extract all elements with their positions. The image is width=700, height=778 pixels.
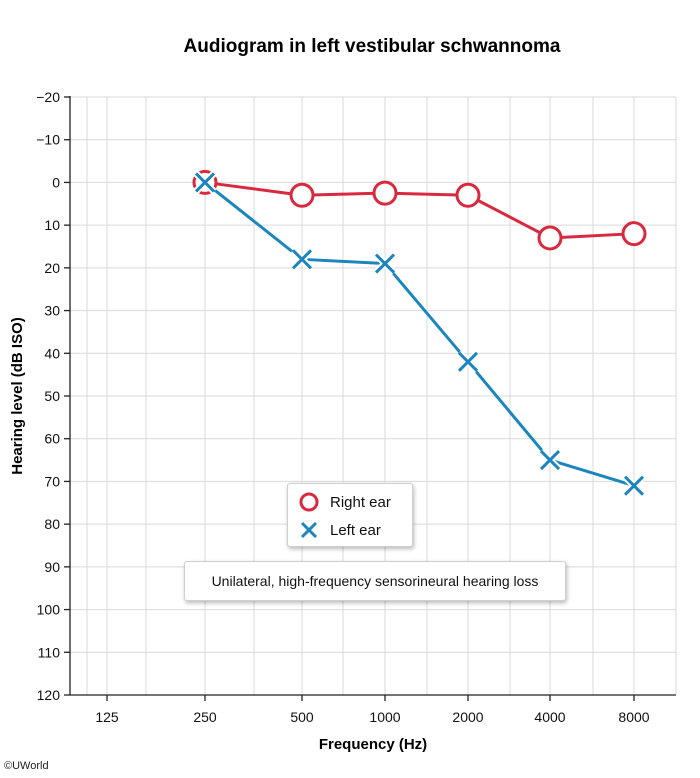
- x-tick-label: 500: [290, 709, 314, 725]
- data-point-right-ear: [372, 180, 398, 206]
- copyright-text: ©UWorld: [4, 760, 49, 772]
- legend: Right ear Left ear: [287, 483, 413, 547]
- y-tick-label: 10: [44, 217, 60, 233]
- y-tick-label: 80: [44, 516, 60, 532]
- grid: [69, 96, 677, 696]
- data-point-left-ear: [193, 170, 217, 194]
- data-point-left-ear: [456, 350, 480, 374]
- y-tick-label: 20: [44, 260, 60, 276]
- circle-marker-icon: [299, 492, 319, 512]
- series-line-left-ear: [204, 181, 635, 488]
- y-tick-labels: −20 −10 0 10 20 30 40 50 60 70 80 90 100 110 120: [36, 89, 60, 703]
- y-tick-label: 40: [44, 345, 60, 361]
- y-tick-label: 70: [44, 473, 60, 489]
- data-point-left-ear: [373, 252, 397, 276]
- y-axis-title: Hearing level (dB ISO): [9, 317, 26, 475]
- axes: [64, 96, 676, 701]
- data-point-right-ear: [289, 182, 315, 208]
- y-tick-label: 110: [38, 644, 61, 660]
- legend-label-left-ear: Left ear: [330, 521, 381, 539]
- y-tick-label: 120: [37, 687, 61, 703]
- data-point-left-ear: [290, 247, 314, 271]
- data-point-right-ear: [455, 182, 481, 208]
- y-tick-label: 0: [52, 174, 60, 190]
- x-tick-label: 2000: [452, 709, 483, 725]
- y-tick-label: 30: [44, 303, 60, 319]
- chart-title: Audiogram in left vestibular schwannoma: [183, 36, 561, 57]
- x-marker-icon: [300, 521, 318, 539]
- x-axis-title: Frequency (Hz): [319, 736, 427, 753]
- x-tick-label: 8000: [618, 709, 649, 725]
- legend-item-left-ear: Left ear: [298, 518, 381, 542]
- data-point-right-ear: [621, 221, 647, 247]
- series-layer: [192, 169, 647, 498]
- y-tick-label: −20: [36, 89, 60, 105]
- data-point-left-ear: [622, 474, 646, 498]
- y-tick-label: 50: [44, 388, 60, 404]
- x-tick-label: 4000: [534, 709, 565, 725]
- data-point-left-ear: [538, 448, 562, 472]
- y-tick-label: 60: [44, 431, 60, 447]
- data-point-right-ear: [537, 225, 563, 251]
- x-tick-label: 125: [95, 709, 119, 725]
- x-tick-label: 1000: [369, 709, 400, 725]
- series-line-right-ear: [204, 180, 635, 240]
- legend-item-right-ear: Right ear: [298, 490, 391, 514]
- legend-label-right-ear: Right ear: [330, 493, 391, 511]
- x-tick-labels: 125 250 500 1000 2000 4000 8000: [95, 709, 649, 725]
- y-tick-label: 90: [44, 559, 60, 575]
- y-tick-label: −10: [36, 132, 60, 148]
- annotation-box: Unilateral, high-frequency sensorineural…: [184, 561, 566, 601]
- x-tick-label: 250: [193, 709, 217, 725]
- y-tick-label: 100: [37, 602, 61, 618]
